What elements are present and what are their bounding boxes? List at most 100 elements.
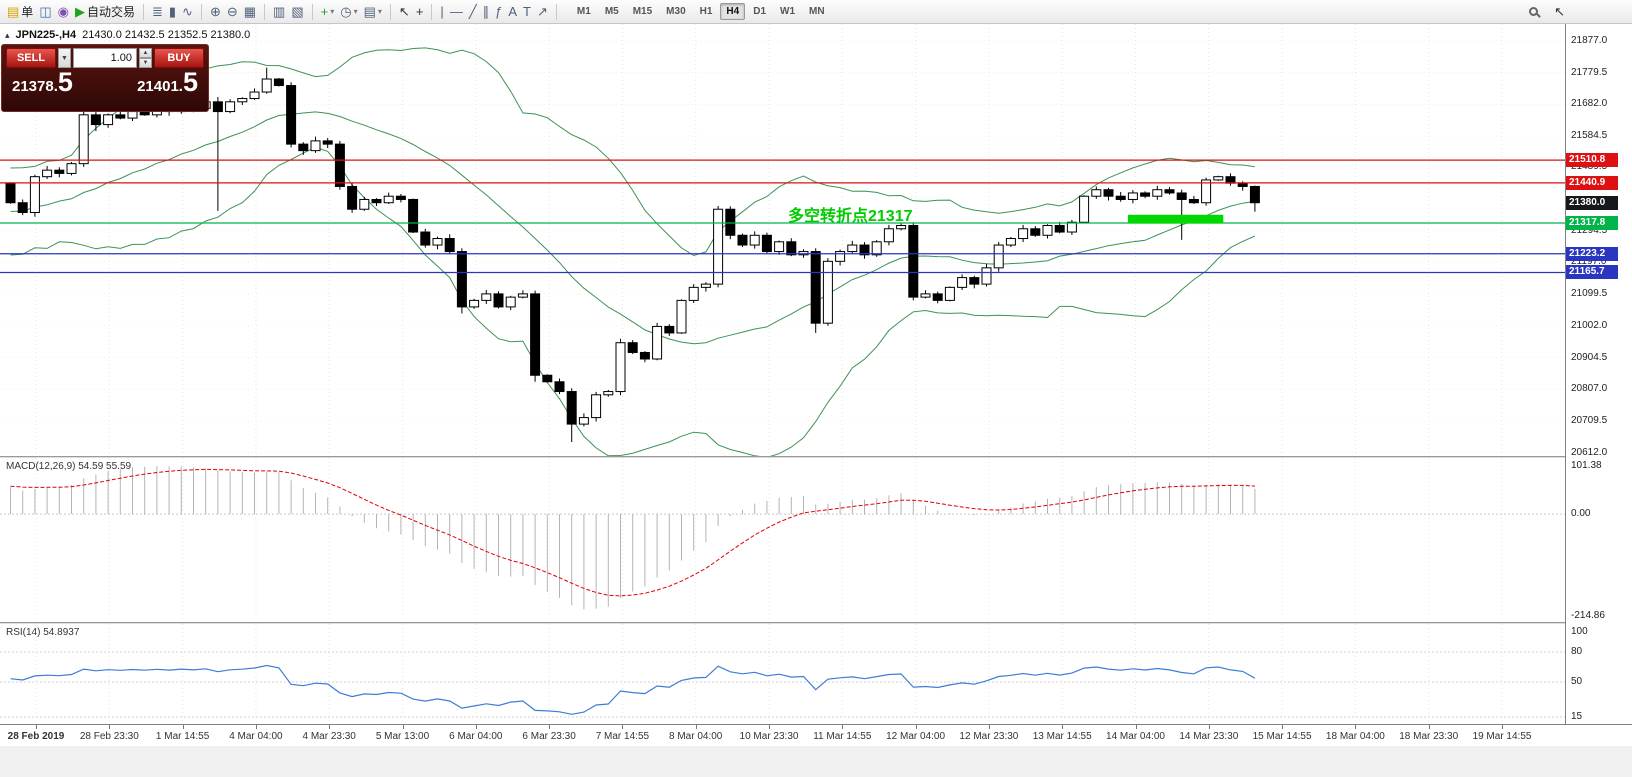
horizontal-line-button[interactable]: — [447,2,466,22]
volume-input[interactable]: 1.00 [73,48,137,68]
spinner-up-icon[interactable]: ▲ [139,48,152,58]
toolbar-separator [264,3,266,20]
timeframe-mn[interactable]: MN [809,6,825,17]
new-order-icon: ▤ [7,4,20,19]
buy-button[interactable]: BUY [154,48,204,68]
time-label: 1 Mar 14:55 [155,731,210,742]
templates-button[interactable]: ▤ ▾ [361,2,385,22]
fibonacci-button[interactable]: ƒ [492,2,505,22]
channel-button[interactable]: ∥ [480,2,493,22]
price-tag[interactable]: 21165.7 [1566,265,1618,280]
price-tag[interactable]: 21510.8 [1566,153,1618,168]
vertical-line-button[interactable]: | [437,2,446,22]
toolbar-separator [142,3,144,20]
timeframe-group: M1 M5 M15 M30 H1 H4 D1 W1 MN [570,0,832,24]
sell-button[interactable]: SELL [6,48,56,68]
rsi-axis-label: 80 [1571,646,1583,657]
pointer-button[interactable]: ↖ [1551,2,1568,22]
buy-price: 21401. 5 [137,69,198,96]
macd-canvas[interactable] [0,458,1565,622]
time-label: 11 Mar 14:55 [813,731,872,742]
timeframe-h1[interactable]: H1 [699,6,713,17]
cursor-button[interactable]: ↖ [396,2,413,22]
autotrading-button[interactable]: ▶ 自动交易 [72,2,138,22]
price-tag[interactable]: 21223.2 [1566,246,1618,261]
search-button[interactable] [1526,2,1541,22]
bars-chart-button[interactable]: ≣ [149,2,166,22]
caret-down-icon: ▼ [61,54,68,62]
sell-price-base: 21378. [12,77,58,95]
timeframe-m30[interactable]: M30 [666,6,686,17]
spinner-down-icon[interactable]: ▼ [139,58,152,68]
zoom-in-button[interactable]: ⊕ [207,2,224,22]
time-tick [769,725,770,729]
one-click-trading-panel: SELL ▼ 1.00 ▲ ▼ BUY 21378. 5 21401. 5 [1,44,209,112]
trendline-button[interactable]: ╱ [466,2,480,22]
price-axis-label: 21584.5 [1571,130,1608,142]
arrange-windows-icon: ▧ [291,4,304,19]
panel-separator[interactable] [0,456,1632,458]
templates-icon: ▤ [363,4,376,19]
price-tag[interactable]: 21317.8 [1566,215,1618,230]
candlestick-chart-button[interactable]: ▮ [166,2,179,22]
line-chart-button[interactable]: ∿ [179,2,196,22]
arrows-button[interactable]: ↗ [534,2,551,22]
rsi-axis-label: 15 [1571,711,1583,722]
label-button[interactable]: T [520,2,534,22]
buy-price-base: 21401. [137,77,183,95]
time-label: 6 Mar 23:30 [522,731,576,742]
time-label: 6 Mar 04:00 [449,731,503,742]
chart-annotation[interactable]: 多空转折点21317 [788,208,913,225]
chart-title: ▴ JPN225-,H4 21430.0 21432.5 21352.5 213… [5,29,250,41]
one-click-trading-prices: 21378. 5 21401. 5 [6,69,204,96]
time-label: 19 Mar 14:55 [1472,731,1532,742]
panel-separator[interactable] [0,622,1632,624]
caret-down-icon: ▾ [353,7,358,16]
crosshair-button[interactable]: + [413,2,427,22]
price-axis: 21877.021779.521682.021584.521489.521294… [1565,24,1632,724]
time-label: 15 Mar 14:55 [1252,731,1312,742]
one-click-trading-controls: SELL ▼ 1.00 ▲ ▼ BUY [6,48,204,68]
time-tick [988,725,990,729]
zoom-out-button[interactable]: ⊖ [224,2,241,22]
time-tick [1282,725,1284,729]
label-icon: T [523,4,531,19]
cascade-windows-icon: ▥ [273,4,286,19]
time-tick [1428,725,1430,729]
timeframe-m1[interactable]: M1 [576,6,591,17]
cascade-windows-button[interactable]: ▥ [270,2,288,22]
timeframe-w1[interactable]: W1 [780,6,796,17]
price-tag[interactable]: 21440.9 [1566,175,1618,190]
price-axis-label: 21197.0 [1571,256,1607,268]
chart-window-button[interactable]: ◫ [36,2,54,22]
time-tick [402,725,404,729]
bollinger-lower-band [10,146,1256,456]
price-tag[interactable]: 21380.0 [1566,195,1618,210]
navigator-button[interactable]: ◉ [55,2,72,22]
volume-dropdown-button[interactable]: ▼ [58,48,71,68]
timeframe-m15[interactable]: M15 [632,6,653,17]
timeframe-d1[interactable]: D1 [753,6,767,17]
new-order-button-label: 单 [21,5,34,19]
indicators-button[interactable]: + ▾ [318,2,338,22]
periods-button[interactable]: ◷ ▾ [337,2,360,22]
arrange-windows-button[interactable]: ▧ [288,2,306,22]
macd-axis-label: 101.38 [1571,460,1602,471]
volume-spinner: ▲ ▼ [139,48,152,68]
time-tick [1135,725,1137,729]
toolbar-separator [431,3,433,20]
rsi-line [10,664,1256,715]
rsi-canvas[interactable] [0,624,1565,724]
channel-icon: ∥ [482,4,490,19]
tile-windows-button[interactable]: ▦ [241,2,259,22]
text-button[interactable]: A [505,2,520,22]
highlight-rectangle[interactable] [1127,214,1224,224]
main-chart-canvas[interactable] [0,24,1565,456]
pointer-icon: ↖ [1554,4,1565,19]
timeframe-h4[interactable]: H4 [720,3,746,20]
timeframe-m5[interactable]: M5 [604,6,619,17]
toolbar-separator [555,3,557,20]
chart-collapse-icon[interactable]: ▴ [5,29,10,40]
new-order-button[interactable]: ▤ 单 [4,2,36,22]
indicators-icon: + [320,4,329,19]
